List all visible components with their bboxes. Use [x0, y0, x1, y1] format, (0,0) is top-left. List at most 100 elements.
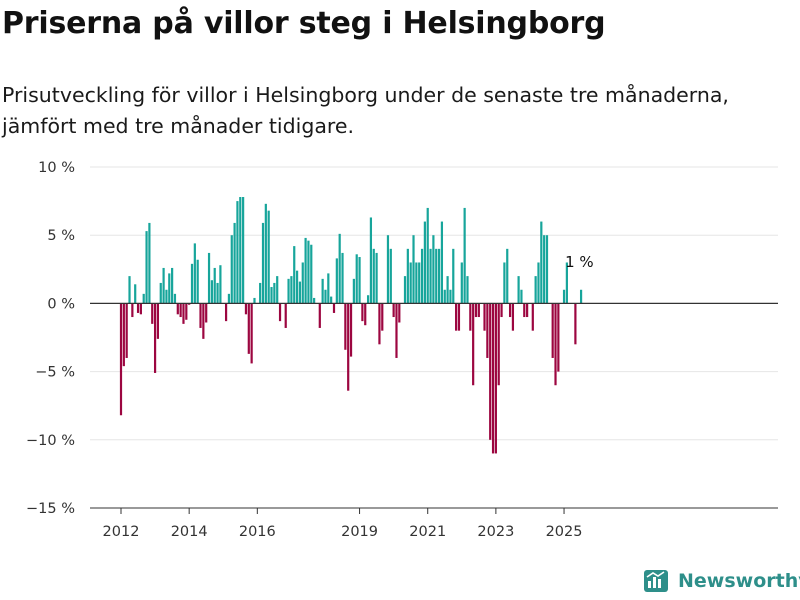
bar	[293, 246, 296, 304]
bar	[352, 278, 355, 304]
bar	[489, 303, 492, 440]
bar	[557, 303, 560, 372]
bar	[381, 303, 384, 331]
bar	[372, 248, 375, 304]
bar	[199, 303, 202, 328]
bar	[159, 282, 162, 304]
bar	[227, 293, 231, 304]
bar	[193, 243, 196, 304]
bar	[321, 278, 324, 304]
bar	[264, 203, 267, 304]
bar	[443, 289, 446, 304]
bar	[173, 293, 177, 304]
bar	[162, 267, 165, 304]
bar	[457, 303, 461, 331]
bar	[531, 303, 534, 331]
bar	[349, 303, 353, 357]
bar	[224, 303, 228, 322]
bar	[452, 248, 455, 304]
bar	[145, 231, 148, 304]
bar	[176, 303, 179, 315]
bar	[378, 303, 381, 345]
bar	[318, 303, 321, 328]
bar	[409, 262, 412, 304]
last-value-label: 1 %	[565, 253, 594, 271]
bar	[313, 297, 316, 304]
bar	[423, 221, 426, 304]
bar	[483, 303, 486, 331]
x-tick-label: 2021	[409, 524, 446, 540]
bar	[207, 252, 211, 304]
bar	[273, 282, 276, 304]
bar	[236, 201, 239, 304]
bar	[500, 303, 503, 318]
bar	[364, 303, 367, 326]
bar	[446, 276, 449, 304]
bar	[185, 303, 188, 320]
bar	[168, 273, 171, 304]
x-tick-label: 2019	[341, 524, 378, 540]
bar	[310, 244, 313, 304]
bar	[415, 262, 418, 304]
bar	[131, 303, 134, 318]
bar	[347, 303, 350, 391]
bar	[216, 282, 219, 304]
bar	[358, 257, 361, 304]
bar	[497, 303, 500, 386]
bar	[469, 303, 472, 331]
x-tick-label: 2014	[171, 524, 208, 540]
bar	[276, 276, 279, 304]
bar	[327, 273, 330, 304]
bar	[366, 295, 370, 304]
bar	[426, 207, 429, 304]
bar	[253, 297, 256, 304]
bar	[477, 303, 480, 318]
bar	[332, 303, 336, 313]
bar	[142, 293, 145, 304]
bar	[295, 270, 299, 304]
bar	[418, 262, 421, 304]
bar	[301, 262, 304, 304]
bar	[196, 259, 199, 304]
bar	[324, 289, 327, 304]
bars	[119, 197, 583, 454]
bar	[304, 237, 307, 304]
bar	[239, 197, 242, 304]
bar	[344, 303, 347, 350]
bar	[403, 276, 407, 304]
bar	[247, 303, 250, 354]
x-tick-label: 2023	[477, 524, 514, 540]
bar	[182, 303, 185, 324]
bar	[267, 210, 270, 304]
bar	[165, 289, 168, 304]
bar	[537, 262, 540, 304]
x-tick-label: 2016	[239, 524, 276, 540]
bar	[460, 262, 463, 304]
bar	[270, 287, 273, 304]
bar	[574, 303, 577, 345]
brand-name: Newsworthy	[678, 570, 800, 592]
bar	[386, 235, 390, 304]
y-tick-label: 5 %	[47, 228, 75, 244]
bar	[298, 281, 302, 304]
bar	[233, 222, 236, 304]
bar	[523, 303, 526, 318]
bar	[508, 303, 512, 318]
brand-logo: Newsworthy	[644, 568, 800, 594]
x-tick-label: 2012	[103, 524, 140, 540]
x-tick-label: 2025	[546, 524, 583, 540]
bar	[486, 303, 489, 358]
y-tick-label: 0 %	[47, 296, 75, 312]
bar	[244, 303, 248, 315]
bar	[463, 207, 466, 304]
bar	[148, 222, 151, 304]
bar	[520, 289, 523, 304]
bar	[392, 303, 395, 318]
bar	[335, 258, 338, 304]
y-tick-label: −10 %	[26, 433, 75, 449]
y-tick-label: 10 %	[38, 160, 75, 176]
bar	[171, 267, 174, 304]
y-tick-label: −5 %	[35, 365, 75, 381]
bar	[188, 303, 191, 305]
